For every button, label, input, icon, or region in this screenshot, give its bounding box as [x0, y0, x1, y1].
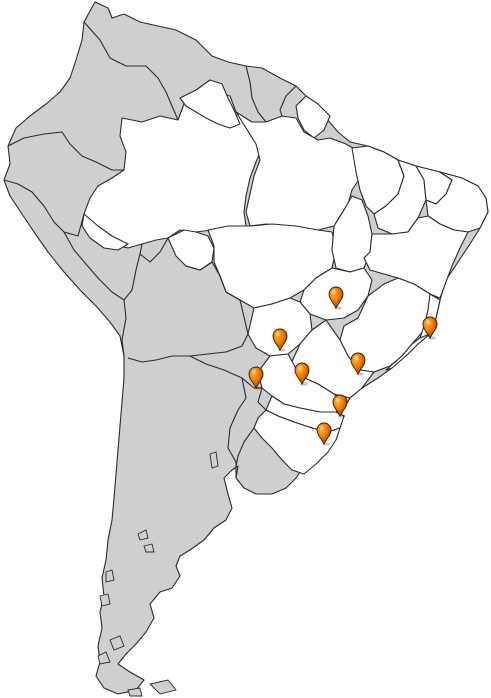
state-roraima [179, 79, 241, 129]
state-rondonia [167, 229, 215, 271]
map-pin-icon[interactable] [350, 352, 366, 376]
state-rio-de-janeiro [385, 333, 431, 371]
location-pins [248, 286, 438, 446]
state-amapa [295, 95, 331, 139]
map-pin-icon[interactable] [294, 362, 310, 386]
country-borders [3, 21, 297, 478]
map-pin-icon[interactable] [422, 316, 438, 340]
map-pin-icon[interactable] [332, 394, 348, 418]
state-rio-grande-do-sul [253, 409, 341, 475]
continent-landmass [3, 1, 489, 695]
southern-islands [97, 451, 219, 697]
map-pin-icon[interactable] [272, 328, 288, 352]
brazil-states [81, 79, 489, 475]
map-pin-icon[interactable] [316, 422, 332, 446]
state-acre [81, 213, 129, 251]
map-pin-icon[interactable] [328, 286, 344, 310]
map-pin-icon[interactable] [248, 366, 264, 390]
state-bahia [363, 215, 469, 299]
